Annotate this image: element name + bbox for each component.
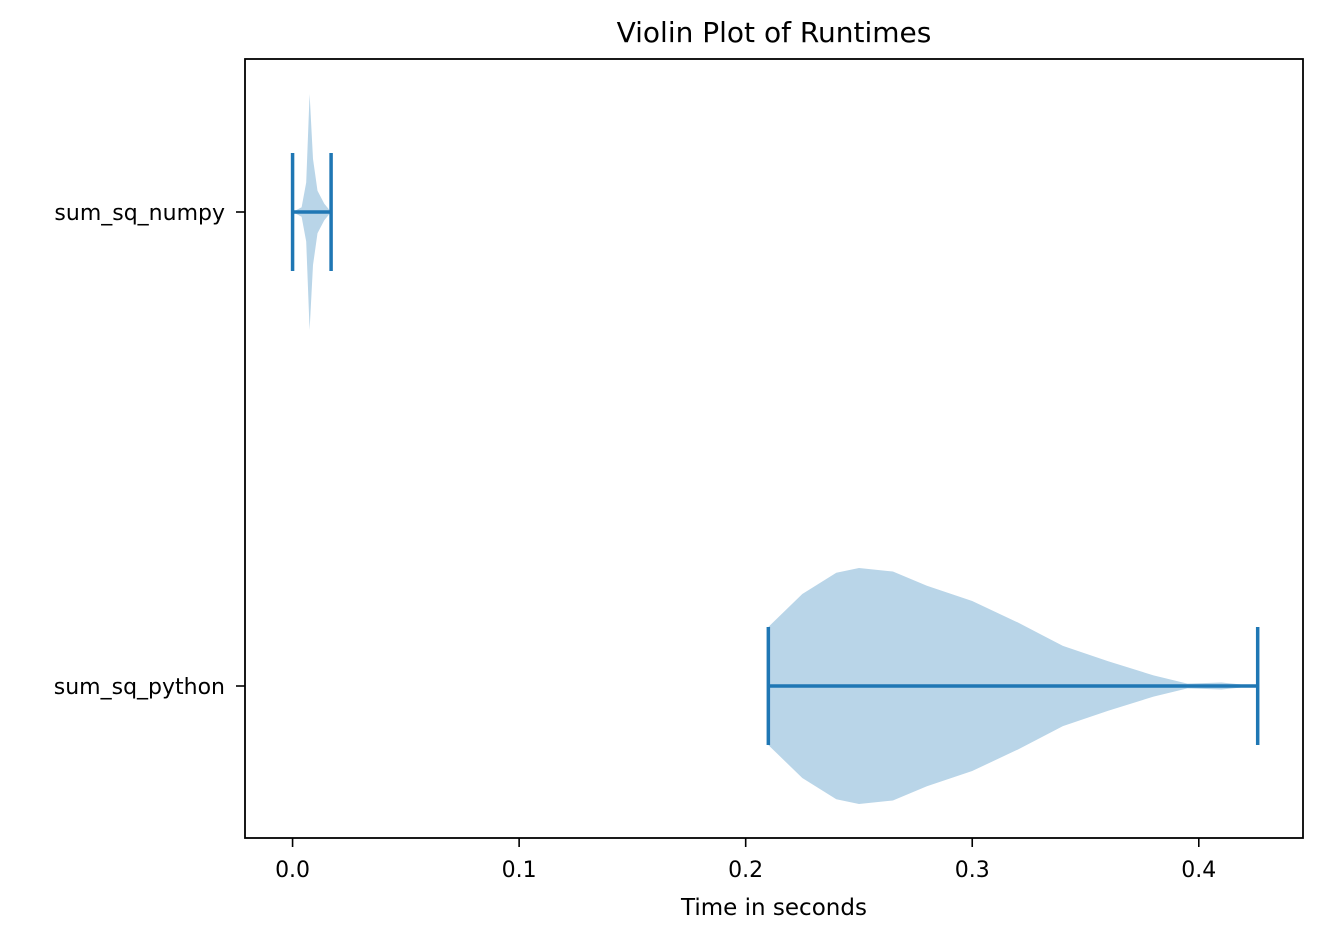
x-tick-label: 0.3 [955,858,990,883]
y-axis: sum_sq_numpy sum_sq_python [54,201,245,700]
violin-sum_sq_python [766,568,1260,804]
plot-frame [244,58,1304,839]
chart-title: Violin Plot of Runtimes [617,16,932,49]
x-axis-label: Time in seconds [680,895,867,921]
x-axis: 0.0 0.1 0.2 0.3 0.4 [275,838,1216,883]
plot-area [290,94,1260,804]
x-tick-label: 0.2 [728,858,763,883]
violin-sum_sq_numpy [290,94,333,330]
y-tick-label: sum_sq_numpy [54,201,225,226]
x-tick-label: 0.4 [1181,858,1216,883]
x-tick-label: 0.1 [502,858,537,883]
y-tick-label: sum_sq_python [54,675,225,700]
x-tick-label: 0.0 [275,858,310,883]
